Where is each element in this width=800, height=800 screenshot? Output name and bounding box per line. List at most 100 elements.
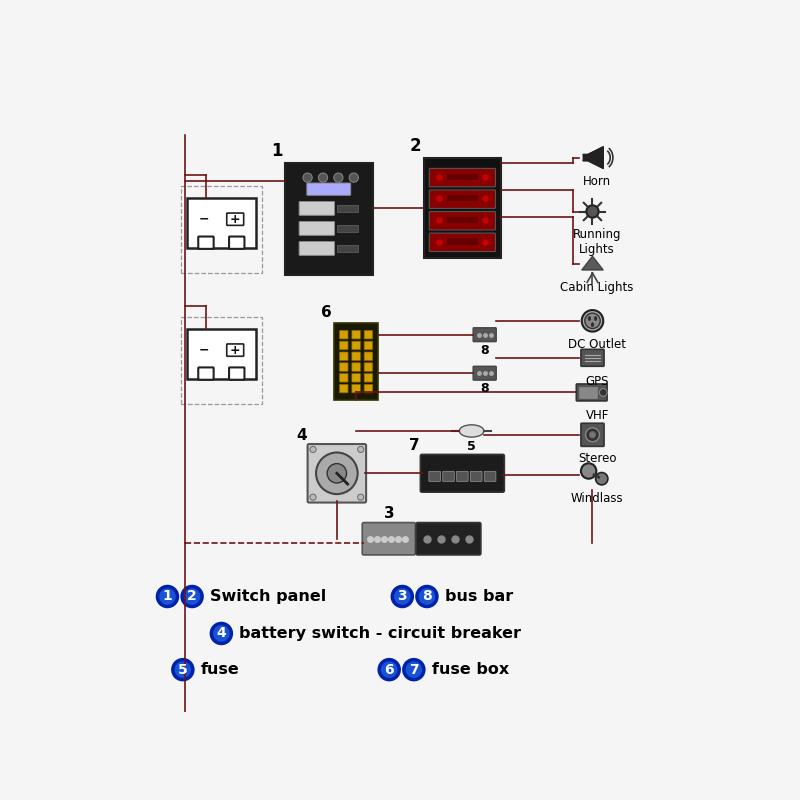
- Text: 8: 8: [480, 382, 489, 395]
- FancyBboxPatch shape: [339, 363, 348, 371]
- Text: 2: 2: [187, 590, 197, 603]
- Text: 3: 3: [398, 590, 407, 603]
- Polygon shape: [582, 256, 603, 270]
- FancyBboxPatch shape: [229, 367, 245, 380]
- FancyBboxPatch shape: [430, 233, 495, 251]
- Circle shape: [417, 586, 437, 606]
- FancyBboxPatch shape: [581, 423, 604, 446]
- Text: 4: 4: [217, 626, 226, 641]
- Circle shape: [586, 428, 599, 442]
- Bar: [447, 217, 478, 223]
- FancyBboxPatch shape: [362, 522, 415, 555]
- Circle shape: [358, 446, 364, 453]
- Circle shape: [404, 660, 424, 680]
- Circle shape: [349, 173, 358, 182]
- Text: −: −: [199, 213, 210, 226]
- FancyBboxPatch shape: [457, 471, 468, 482]
- Text: 7: 7: [409, 438, 420, 453]
- Text: Switch panel: Switch panel: [210, 589, 326, 604]
- Circle shape: [158, 586, 178, 606]
- FancyBboxPatch shape: [352, 374, 360, 382]
- FancyBboxPatch shape: [229, 237, 245, 249]
- FancyBboxPatch shape: [442, 471, 454, 482]
- FancyBboxPatch shape: [226, 213, 244, 226]
- Text: Horn: Horn: [583, 174, 611, 187]
- FancyBboxPatch shape: [337, 245, 358, 252]
- Text: battery switch - circuit breaker: battery switch - circuit breaker: [239, 626, 521, 641]
- FancyBboxPatch shape: [299, 202, 334, 215]
- Circle shape: [303, 173, 312, 182]
- FancyBboxPatch shape: [339, 342, 348, 350]
- FancyBboxPatch shape: [352, 363, 360, 371]
- Text: 8: 8: [422, 590, 432, 603]
- FancyBboxPatch shape: [364, 342, 373, 350]
- Ellipse shape: [459, 425, 484, 437]
- Bar: [447, 174, 478, 180]
- FancyBboxPatch shape: [337, 225, 358, 232]
- FancyBboxPatch shape: [473, 328, 496, 342]
- Text: 3: 3: [383, 506, 394, 521]
- Circle shape: [379, 660, 399, 680]
- FancyBboxPatch shape: [429, 471, 441, 482]
- FancyBboxPatch shape: [576, 384, 607, 401]
- Circle shape: [211, 623, 231, 643]
- FancyBboxPatch shape: [424, 158, 501, 258]
- Text: bus bar: bus bar: [445, 589, 513, 604]
- FancyBboxPatch shape: [285, 163, 374, 275]
- FancyBboxPatch shape: [299, 242, 334, 255]
- Text: 8: 8: [480, 344, 489, 357]
- FancyBboxPatch shape: [186, 198, 256, 248]
- Text: Cabin Lights: Cabin Lights: [561, 281, 634, 294]
- FancyBboxPatch shape: [337, 205, 358, 212]
- Circle shape: [590, 432, 595, 438]
- Circle shape: [182, 586, 202, 606]
- Circle shape: [310, 446, 316, 453]
- FancyBboxPatch shape: [352, 352, 360, 361]
- FancyBboxPatch shape: [339, 374, 348, 382]
- Bar: [447, 238, 478, 245]
- Circle shape: [358, 494, 364, 500]
- Text: 5: 5: [467, 440, 476, 453]
- Ellipse shape: [588, 317, 590, 321]
- Circle shape: [310, 494, 316, 500]
- Circle shape: [316, 453, 358, 494]
- Text: Running
Lights: Running Lights: [573, 229, 622, 257]
- FancyBboxPatch shape: [420, 454, 504, 492]
- Text: DC Outlet: DC Outlet: [568, 338, 626, 350]
- FancyBboxPatch shape: [364, 352, 373, 361]
- FancyBboxPatch shape: [352, 330, 360, 339]
- FancyBboxPatch shape: [364, 330, 373, 339]
- Text: 7: 7: [409, 662, 418, 677]
- Text: 6: 6: [321, 305, 331, 320]
- FancyBboxPatch shape: [430, 168, 495, 187]
- Circle shape: [586, 206, 598, 218]
- FancyBboxPatch shape: [198, 237, 214, 249]
- FancyBboxPatch shape: [473, 366, 496, 380]
- Circle shape: [392, 586, 412, 606]
- FancyBboxPatch shape: [307, 444, 366, 502]
- Ellipse shape: [594, 317, 597, 321]
- Bar: [334, 323, 378, 400]
- FancyBboxPatch shape: [186, 329, 256, 379]
- FancyBboxPatch shape: [339, 330, 348, 339]
- Text: 6: 6: [384, 662, 394, 677]
- Circle shape: [334, 173, 343, 182]
- FancyBboxPatch shape: [352, 342, 360, 350]
- FancyBboxPatch shape: [198, 367, 214, 380]
- FancyBboxPatch shape: [364, 374, 373, 382]
- Ellipse shape: [591, 322, 594, 326]
- FancyBboxPatch shape: [339, 352, 348, 361]
- Text: 4: 4: [296, 428, 307, 443]
- FancyBboxPatch shape: [470, 471, 482, 482]
- Circle shape: [327, 463, 346, 483]
- FancyBboxPatch shape: [364, 363, 373, 371]
- Text: −: −: [199, 344, 210, 357]
- FancyBboxPatch shape: [484, 471, 496, 482]
- Text: 1: 1: [271, 142, 282, 160]
- Bar: [447, 195, 478, 202]
- Circle shape: [582, 310, 603, 332]
- FancyBboxPatch shape: [307, 183, 350, 195]
- FancyBboxPatch shape: [578, 387, 597, 398]
- Text: fuse: fuse: [201, 662, 239, 677]
- Text: Stereo: Stereo: [578, 452, 616, 465]
